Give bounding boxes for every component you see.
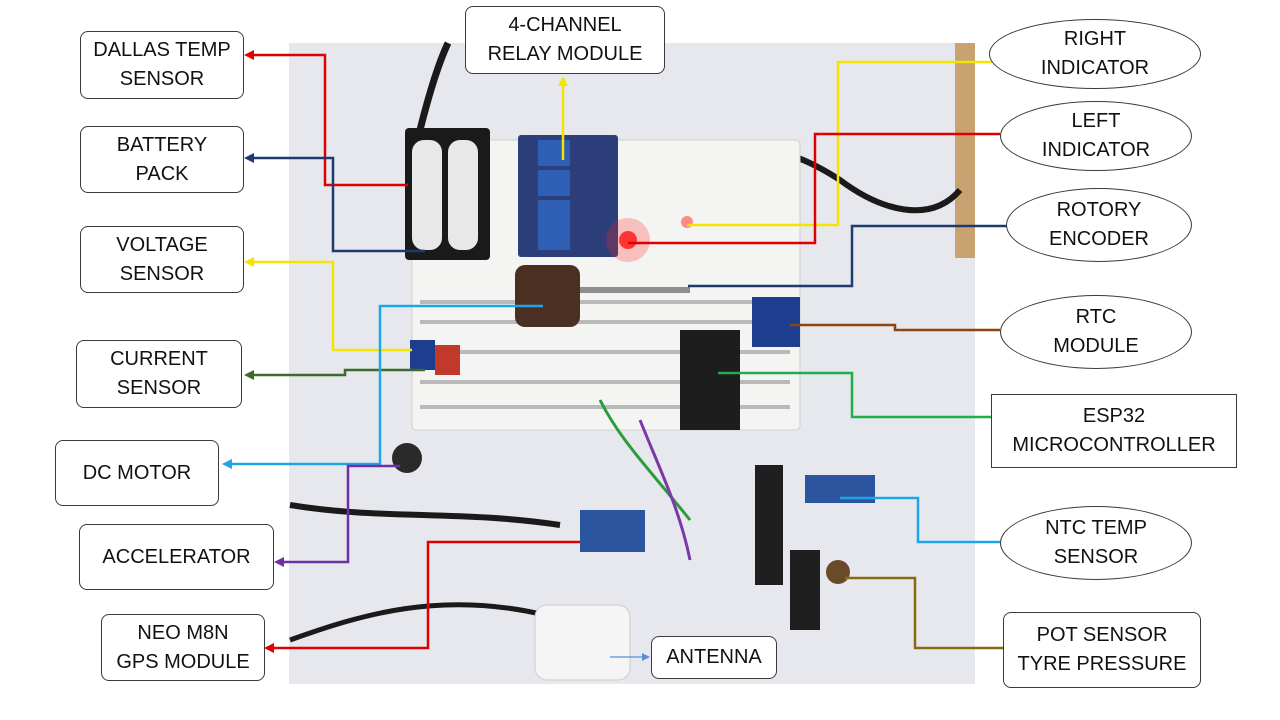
- label-voltage-text: VOLTAGE SENSOR: [116, 233, 208, 285]
- pot-knob: [826, 560, 850, 584]
- ground-cable: [289, 502, 561, 528]
- label-current-text: CURRENT SENSOR: [110, 348, 208, 399]
- relay-4: [538, 226, 570, 250]
- label-pot-text: POT SENSOR TYRE PRESSURE: [1017, 624, 1187, 675]
- wooden-ruler: [955, 43, 975, 258]
- label-motor-text: DC MOTOR: [82, 461, 192, 484]
- battery-cell-2: [448, 140, 478, 250]
- label-right-indicator-text: RIGHT INDICATOR: [1040, 28, 1150, 79]
- arrow-antenna: [642, 653, 650, 661]
- label-relay-module: 4-CHANNEL RELAY MODULE: [465, 6, 665, 74]
- label-right-indicator: RIGHT INDICATOR: [989, 19, 1201, 89]
- wire-purple: [638, 419, 692, 561]
- label-ntc-temp-sensor: NTC TEMP SENSOR: [1000, 506, 1192, 580]
- arrow-relay: [558, 76, 568, 86]
- connector-ntc: [840, 496, 1000, 544]
- led-left-glow: [606, 218, 650, 262]
- connector-esp32: [718, 371, 992, 419]
- connector-current: [248, 368, 425, 377]
- label-dallas-text: DALLAS TEMP SENSOR: [93, 39, 231, 90]
- connector-right-indicator: [687, 60, 992, 227]
- usb-cable: [416, 41, 452, 131]
- label-accelerator: ACCELERATOR: [79, 524, 274, 590]
- label-gps-text: NEO M8N GPS MODULE: [116, 621, 250, 673]
- label-rtc-text: RTC MODULE: [1053, 306, 1139, 357]
- label-pot-sensor: POT SENSOR TYRE PRESSURE: [1003, 612, 1201, 688]
- gps-antenna-puck: [534, 604, 631, 681]
- label-relay-text: 4-CHANNEL RELAY MODULE: [487, 14, 643, 65]
- current-sensor-board: [435, 345, 460, 375]
- label-left-indicator: LEFT INDICATOR: [1000, 101, 1192, 171]
- label-battery-pack: BATTERY PACK: [80, 126, 244, 193]
- relay-1: [538, 140, 570, 166]
- label-antenna: ANTENNA: [651, 636, 777, 679]
- label-ntc-text: NTC TEMP SENSOR: [1045, 517, 1147, 568]
- label-dc-motor: DC MOTOR: [55, 440, 219, 506]
- connector-encoder: [688, 224, 1008, 288]
- label-current-sensor: CURRENT SENSOR: [76, 340, 242, 408]
- label-esp32-text: ESP32 MICROCONTROLLER: [1012, 405, 1216, 456]
- label-left-indicator-text: LEFT INDICATOR: [1041, 110, 1151, 161]
- arrow-dallas: [244, 50, 254, 60]
- arrow-battery: [244, 153, 254, 163]
- connector-left-indicator: [628, 132, 1000, 245]
- arrow-voltage: [244, 257, 254, 267]
- relay-2: [538, 170, 570, 196]
- connector-dallas: [248, 53, 408, 187]
- connector-pot: [845, 576, 1004, 650]
- arrow-motor: [222, 459, 232, 469]
- label-rtc-module: RTC MODULE: [1000, 295, 1192, 369]
- connector-rtc: [790, 323, 1000, 332]
- label-accelerator-text: ACCELERATOR: [102, 545, 251, 568]
- label-esp32: ESP32 MICROCONTROLLER: [991, 394, 1237, 468]
- rtc-board: [752, 297, 800, 347]
- voltage-sensor-board: [410, 340, 435, 370]
- label-encoder-text: ROTORY ENCODER: [1048, 199, 1149, 250]
- dc-motor-body: [515, 265, 580, 327]
- motor-shaft: [580, 287, 690, 293]
- connector-voltage: [248, 260, 412, 352]
- accelerator-knob: [392, 443, 422, 473]
- led-left: [619, 231, 637, 249]
- gps-board: [580, 510, 645, 552]
- connector-motor: [228, 304, 543, 466]
- connector-gps: [270, 540, 580, 650]
- connector-battery: [248, 156, 425, 253]
- label-antenna-text: ANTENNA: [666, 646, 762, 668]
- gps-cable: [289, 602, 546, 643]
- wire-green: [598, 399, 692, 521]
- relay-3: [538, 200, 570, 226]
- label-rotory-encoder: ROTORY ENCODER: [1006, 188, 1192, 262]
- arrow-current: [244, 370, 254, 380]
- battery-cell-1: [412, 140, 442, 250]
- label-gps-module: NEO M8N GPS MODULE: [101, 614, 265, 681]
- tape-2: [790, 550, 820, 630]
- label-voltage-sensor: VOLTAGE SENSOR: [80, 226, 244, 293]
- arrow-accelerator: [274, 557, 284, 567]
- label-battery-text: BATTERY PACK: [116, 133, 208, 185]
- connector-accelerator: [280, 464, 400, 564]
- tape-1: [755, 465, 783, 585]
- label-dallas-temp-sensor: DALLAS TEMP SENSOR: [80, 31, 244, 99]
- esp32-board: [680, 330, 740, 430]
- arrow-gps: [264, 643, 274, 653]
